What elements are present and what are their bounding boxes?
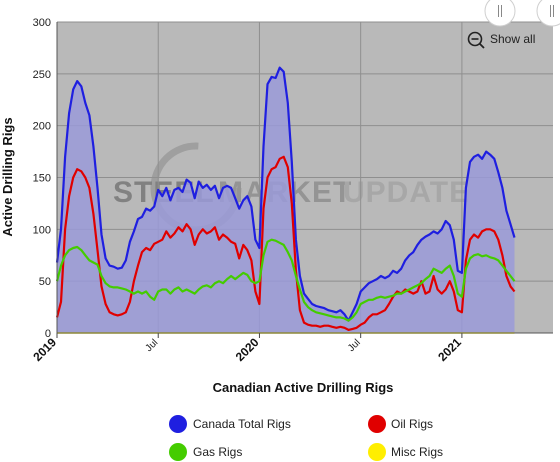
legend-marker — [368, 415, 386, 433]
zoom-out-icon-handle — [478, 42, 485, 49]
legend-item-misc[interactable]: Misc Rigs — [368, 443, 443, 461]
x-axis-title: Canadian Active Drilling Rigs — [213, 380, 394, 395]
y-axis-title: Active Drilling Rigs — [0, 117, 15, 236]
series-area-canada-total-rigs — [57, 67, 515, 333]
legend-item-gas[interactable]: Gas Rigs — [169, 443, 242, 461]
x-tick-label: Jul — [144, 337, 161, 354]
legend-marker — [169, 443, 187, 461]
series-line-canada-total-rigs[interactable] — [55, 66, 516, 322]
watermark-update: UPDATE — [343, 176, 470, 209]
pan-handle-left[interactable] — [484, 0, 516, 27]
pan-handle-right[interactable] — [536, 0, 560, 27]
legend-marker — [169, 415, 187, 433]
legend-label: Misc Rigs — [391, 445, 443, 459]
legend-marker — [368, 443, 386, 461]
y-tick-label: 100 — [33, 224, 51, 236]
y-tick-label: 300 — [33, 17, 51, 29]
y-tick-label: 0 — [45, 328, 51, 340]
legend-label: Canada Total Rigs — [193, 417, 291, 431]
legend-item-canada-total[interactable]: Canada Total Rigs — [169, 415, 291, 433]
legend-label: Oil Rigs — [391, 417, 433, 431]
series-line-oil-rigs[interactable] — [55, 155, 516, 331]
legend: Canada Total Rigs Oil Rigs Gas Rigs Misc… — [169, 415, 443, 461]
show-all-label: Show all — [490, 32, 535, 46]
x-tick-label: 2020 — [233, 335, 262, 364]
legend-item-oil[interactable]: Oil Rigs — [368, 415, 433, 433]
zoom-out-icon — [467, 31, 483, 47]
y-tick-label: 50 — [39, 276, 51, 288]
x-tick-label: 2019 — [30, 335, 59, 364]
x-tick-label: 2021 — [435, 335, 464, 364]
pan-handle-icon — [484, 0, 516, 27]
x-tick-label: Jul — [346, 337, 363, 354]
series-line-gas-rigs[interactable] — [55, 238, 516, 322]
pan-handle-icon — [536, 0, 560, 27]
y-tick-label: 150 — [33, 173, 51, 185]
show-all-button[interactable]: Show all — [467, 31, 536, 49]
y-tick-label: 200 — [33, 121, 51, 133]
legend-label: Gas Rigs — [193, 445, 242, 459]
y-tick-label: 250 — [33, 69, 51, 81]
